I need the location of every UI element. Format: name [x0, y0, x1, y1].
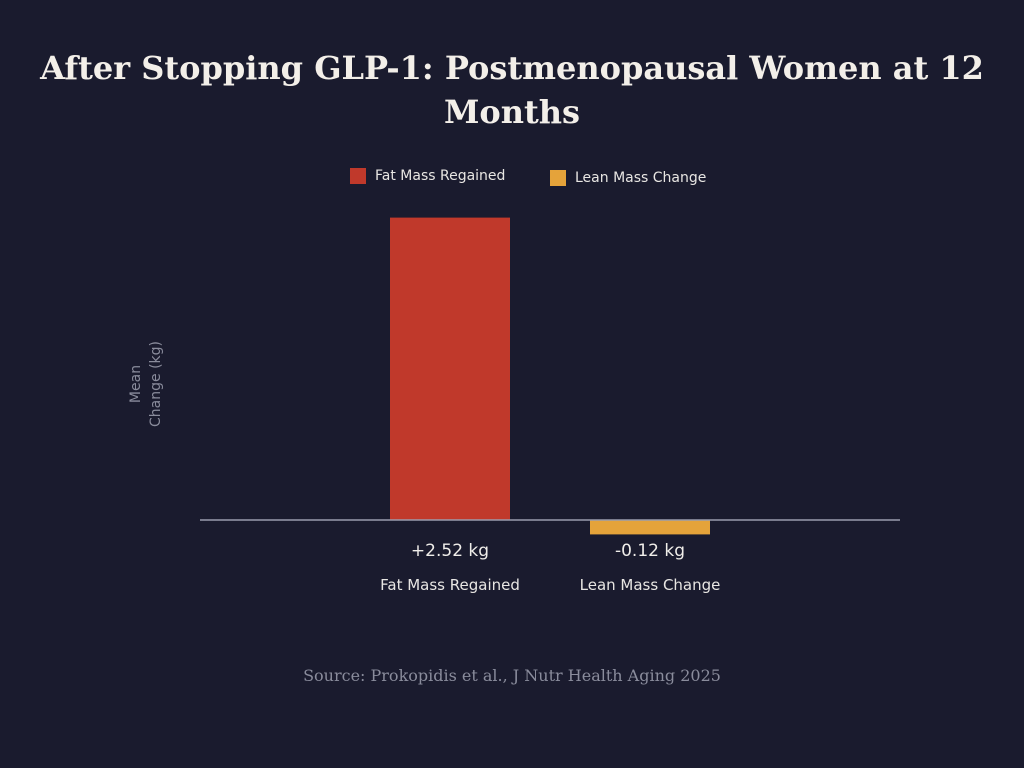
- data-label-lean-mass: -0.12 kg: [615, 541, 685, 561]
- data-label-fat-mass: +2.52 kg: [411, 541, 489, 561]
- chart-title: After Stopping GLP-1: Postmenopausal Wom…: [40, 49, 984, 131]
- x-tick-label-fat-mass: Fat Mass Regained: [380, 576, 520, 594]
- legend-swatch-fat-mass: [350, 168, 366, 184]
- source-note: Source: Prokopidis et al., J Nutr Health…: [303, 666, 721, 685]
- legend-label-lean-mass: Lean Mass Change: [575, 170, 707, 186]
- x-tick-label-lean-mass: Lean Mass Change: [580, 576, 721, 594]
- bar-lean-mass: [590, 520, 710, 535]
- bar-fat-mass: [390, 217, 510, 520]
- legend-item-lean-mass: Lean Mass Change: [550, 170, 706, 186]
- legend-swatch-lean-mass: [550, 170, 566, 186]
- legend-label-fat-mass: Fat Mass Regained: [375, 168, 506, 184]
- legend-item-fat-mass: Fat Mass Regained: [350, 168, 505, 184]
